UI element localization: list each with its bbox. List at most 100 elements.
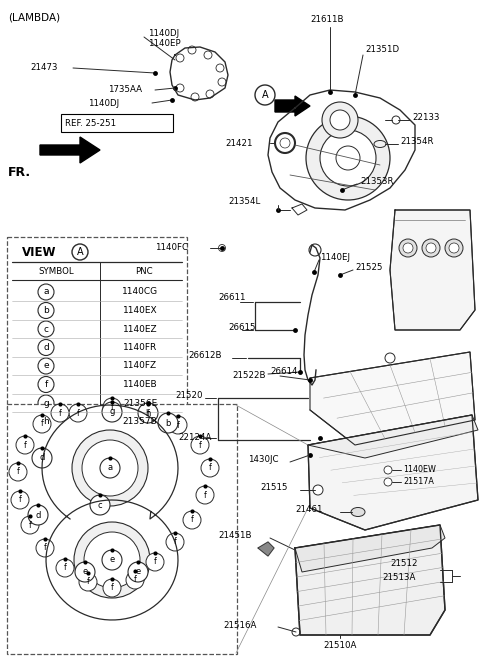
- Circle shape: [104, 552, 120, 568]
- Text: f: f: [19, 496, 22, 504]
- Circle shape: [72, 244, 88, 260]
- Circle shape: [102, 550, 122, 570]
- Text: c: c: [98, 500, 102, 510]
- Text: f: f: [77, 409, 79, 418]
- Text: 26615: 26615: [228, 323, 255, 333]
- Text: 1140EJ: 1140EJ: [320, 253, 350, 263]
- Circle shape: [9, 463, 27, 481]
- Circle shape: [306, 116, 390, 200]
- Circle shape: [74, 522, 150, 598]
- Circle shape: [403, 243, 413, 253]
- Circle shape: [176, 54, 184, 62]
- Circle shape: [191, 93, 199, 101]
- Circle shape: [204, 51, 212, 59]
- Circle shape: [79, 573, 97, 591]
- Circle shape: [38, 339, 54, 356]
- Text: 21353R: 21353R: [360, 178, 394, 187]
- Text: e: e: [109, 556, 115, 564]
- Circle shape: [158, 413, 178, 433]
- Text: 21517A: 21517A: [403, 477, 434, 486]
- Circle shape: [336, 146, 360, 170]
- Text: 21351D: 21351D: [365, 46, 399, 55]
- Text: 21611B: 21611B: [310, 15, 344, 24]
- Circle shape: [385, 353, 395, 363]
- Circle shape: [426, 243, 436, 253]
- Text: f: f: [86, 578, 89, 587]
- Circle shape: [21, 516, 39, 534]
- Text: f: f: [133, 576, 136, 585]
- Text: b: b: [43, 306, 49, 315]
- Circle shape: [11, 491, 29, 509]
- Circle shape: [309, 244, 321, 256]
- Circle shape: [38, 376, 54, 393]
- Circle shape: [51, 404, 69, 422]
- Text: 1140FR: 1140FR: [123, 343, 157, 352]
- Circle shape: [280, 138, 290, 148]
- Text: VIEW: VIEW: [22, 246, 57, 259]
- Circle shape: [33, 415, 51, 433]
- Text: 1140EZ: 1140EZ: [123, 325, 157, 333]
- Text: 21461: 21461: [295, 506, 323, 515]
- Text: 21513A: 21513A: [382, 574, 415, 583]
- Text: 21525: 21525: [355, 263, 383, 273]
- Text: f: f: [44, 543, 47, 552]
- Circle shape: [392, 116, 400, 124]
- Circle shape: [188, 46, 196, 54]
- Circle shape: [313, 485, 323, 495]
- Text: 21354R: 21354R: [400, 137, 433, 147]
- Circle shape: [82, 440, 138, 496]
- Text: e: e: [43, 362, 49, 370]
- Text: A: A: [262, 90, 268, 100]
- Circle shape: [169, 416, 187, 434]
- Circle shape: [103, 398, 121, 416]
- Circle shape: [445, 239, 463, 257]
- Text: 21520: 21520: [175, 391, 203, 399]
- Text: REF. 25-251: REF. 25-251: [65, 119, 116, 127]
- Circle shape: [38, 414, 54, 430]
- Circle shape: [384, 466, 392, 474]
- Text: 1140EP: 1140EP: [148, 38, 180, 48]
- Text: 21516A: 21516A: [223, 620, 256, 630]
- Polygon shape: [40, 137, 100, 163]
- Text: d: d: [39, 453, 45, 463]
- Circle shape: [84, 532, 140, 588]
- Circle shape: [72, 430, 148, 506]
- Text: f: f: [110, 583, 113, 593]
- Text: f: f: [17, 467, 19, 477]
- Polygon shape: [310, 352, 475, 445]
- Circle shape: [146, 553, 164, 571]
- Circle shape: [126, 571, 144, 589]
- Polygon shape: [258, 542, 274, 556]
- Text: f: f: [209, 463, 211, 473]
- Text: f: f: [64, 564, 66, 572]
- Circle shape: [102, 460, 118, 476]
- Text: f: f: [191, 515, 193, 525]
- Text: 1140DJ: 1140DJ: [148, 28, 179, 38]
- Circle shape: [28, 505, 48, 525]
- Text: 21354L: 21354L: [228, 197, 260, 207]
- Text: 21522B: 21522B: [232, 370, 265, 380]
- Circle shape: [196, 486, 214, 504]
- Circle shape: [201, 459, 219, 477]
- Circle shape: [206, 90, 214, 98]
- Text: f: f: [24, 440, 26, 449]
- Text: a: a: [43, 288, 49, 296]
- Text: 1140EB: 1140EB: [123, 380, 157, 389]
- Circle shape: [75, 562, 95, 582]
- FancyBboxPatch shape: [61, 114, 173, 132]
- Text: 1140FC: 1140FC: [155, 244, 188, 253]
- Text: 26612B: 26612B: [188, 350, 221, 360]
- Text: A: A: [77, 247, 84, 257]
- Circle shape: [275, 133, 295, 153]
- Circle shape: [102, 402, 122, 422]
- FancyBboxPatch shape: [7, 237, 187, 409]
- Text: 1140CG: 1140CG: [122, 288, 158, 296]
- Text: 21515: 21515: [260, 484, 288, 492]
- Text: f: f: [146, 409, 149, 418]
- Text: f: f: [199, 440, 202, 449]
- Circle shape: [139, 404, 157, 422]
- Polygon shape: [308, 415, 478, 530]
- Circle shape: [38, 358, 54, 374]
- Text: 21357B: 21357B: [122, 417, 157, 426]
- Text: a: a: [108, 463, 113, 473]
